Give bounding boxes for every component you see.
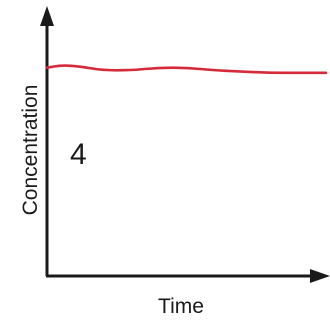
- y-axis-arrow-icon: [40, 6, 54, 26]
- x-axis-arrow-icon: [310, 269, 330, 283]
- panel-label: 4: [70, 138, 87, 171]
- y-axis-title: Concentration: [19, 85, 42, 216]
- x-axis-title: Time: [158, 295, 204, 318]
- concentration-series-line: [45, 64, 328, 75]
